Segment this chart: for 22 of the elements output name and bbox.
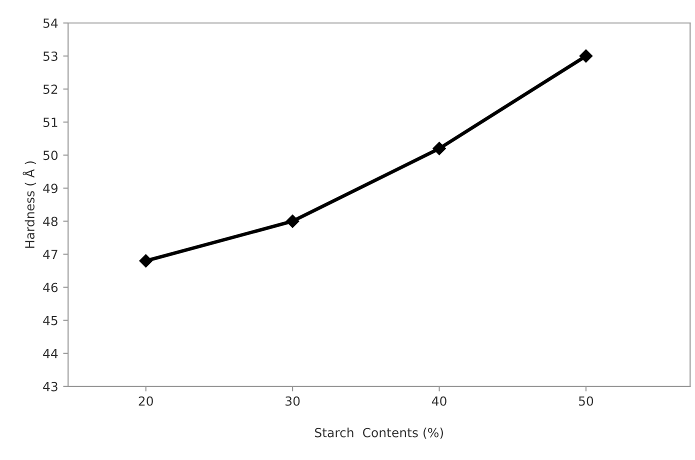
y-tick-label: 50 bbox=[43, 150, 58, 160]
y-tick-label: 48 bbox=[43, 216, 58, 226]
y-tick-label: 46 bbox=[43, 282, 58, 292]
y-tick-label: 45 bbox=[43, 316, 58, 326]
point bbox=[286, 214, 300, 228]
y-axis-title: Hardness ( Å ) bbox=[22, 161, 36, 248]
point bbox=[579, 49, 593, 63]
x-tick-label: 30 bbox=[286, 396, 300, 406]
y-tick-label: 51 bbox=[43, 118, 58, 128]
x-tick-label: 20 bbox=[138, 396, 153, 406]
y-tick-label: 49 bbox=[43, 184, 58, 194]
y-tick-label: 43 bbox=[43, 382, 58, 392]
y-tick-label: 47 bbox=[43, 250, 58, 260]
y-tick-label: 44 bbox=[43, 349, 58, 358]
x-tick-label: 40 bbox=[432, 396, 446, 406]
point bbox=[432, 142, 446, 156]
x-axis-title: Starch Contents (%) bbox=[314, 428, 444, 439]
y-tick-label: 54 bbox=[43, 18, 58, 28]
y-tick-label: 52 bbox=[43, 84, 58, 94]
x-tick-label: 50 bbox=[578, 396, 594, 406]
point bbox=[139, 254, 152, 268]
y-tick-label: 53 bbox=[43, 52, 58, 61]
